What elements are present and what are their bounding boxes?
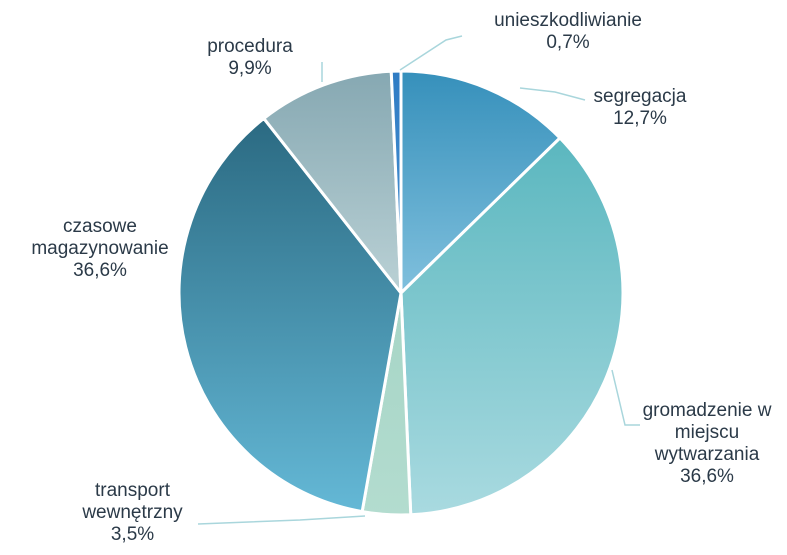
leader-line [399,35,463,71]
slice-label: transport wewnętrzny 3,5% [50,480,215,546]
slice-label: czasowe magazynowanie 36,6% [0,216,200,282]
category-label: procedura [207,36,293,57]
category-label: czasowe magazynowanie [31,216,169,259]
category-label: transport wewnętrzny [82,480,183,523]
value-label: 12,7% [613,108,667,129]
slice-label: gromadzenie w miejscu wytwarzania 36,6% [632,400,782,488]
value-label: 3,5% [110,524,155,545]
value-label: 0,7% [546,32,590,53]
value-label: 36,6% [73,260,127,281]
value-label: 9,9% [228,58,272,79]
category-label: segregacja [593,86,687,107]
leader-line [197,515,366,525]
slice-label: unieszkodliwianie 0,7% [458,10,678,54]
category-label: unieszkodliwianie [494,10,642,31]
category-label: gromadzenie w miejscu wytwarzania [642,400,772,465]
leader-line [519,87,586,101]
pie-slice [399,69,562,295]
value-label: 36,6% [680,466,734,487]
pie-slice [177,116,403,514]
pie-slice [399,136,625,517]
leader-line [611,369,640,426]
slice-label: procedura 9,9% [150,36,350,80]
pie-slice [389,69,403,295]
pie-slice [262,69,403,295]
slice-label: segregacja 12,7% [580,86,700,130]
